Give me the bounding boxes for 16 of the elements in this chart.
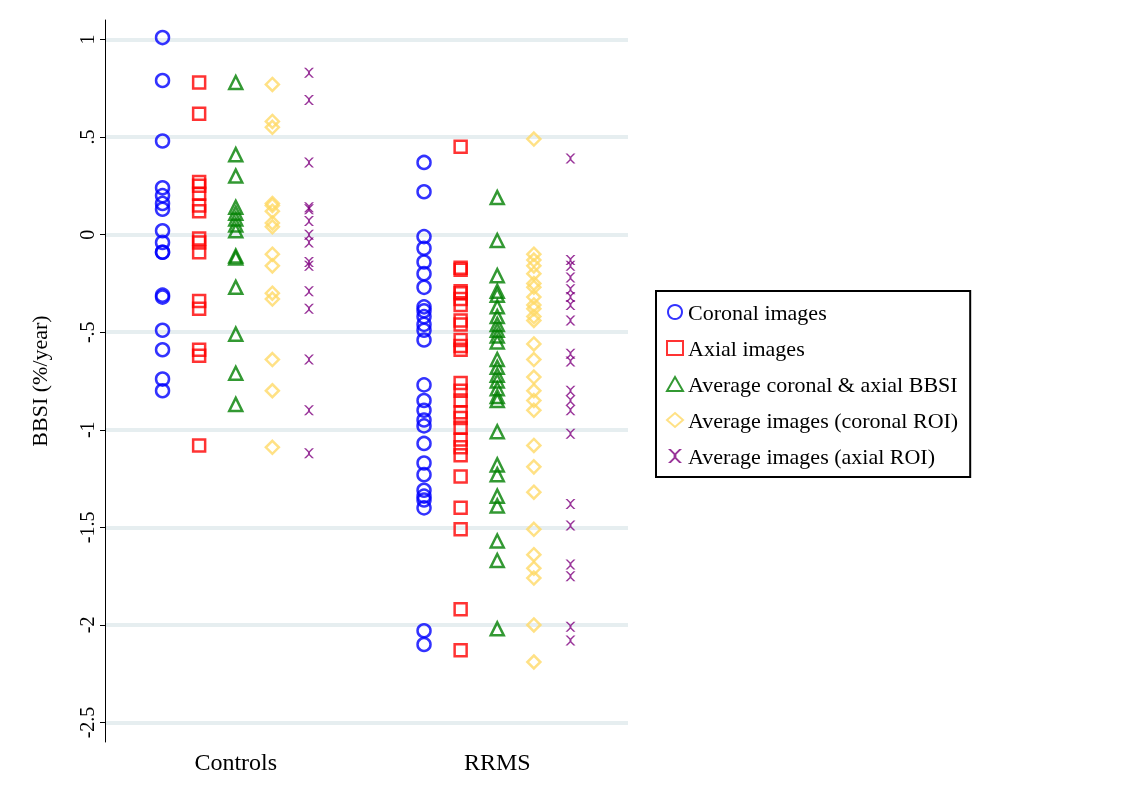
legend-label: Average images (coronal ROI) <box>688 407 959 433</box>
y-tick-label: -2 <box>76 616 98 634</box>
legend-label: Average coronal & axial BBSI <box>688 371 958 397</box>
y-axis-title: BBSI (%/year) <box>26 315 52 447</box>
y-tick-label: .5 <box>76 129 98 145</box>
y-tick-label: -1 <box>76 421 98 439</box>
legend-label: Coronal images <box>688 299 827 325</box>
legend-label: Average images (axial ROI) <box>688 443 935 469</box>
y-tick-label: -1.5 <box>76 511 98 544</box>
x-tick-label: Controls <box>194 749 278 775</box>
y-tick-label: -2.5 <box>76 706 98 739</box>
x-tick-label: RRMS <box>463 749 531 775</box>
y-tick-label: -.5 <box>76 321 98 344</box>
y-tick-label: 1 <box>76 34 98 45</box>
y-tick-label: 0 <box>76 229 98 240</box>
legend-label: Axial images <box>688 335 805 361</box>
